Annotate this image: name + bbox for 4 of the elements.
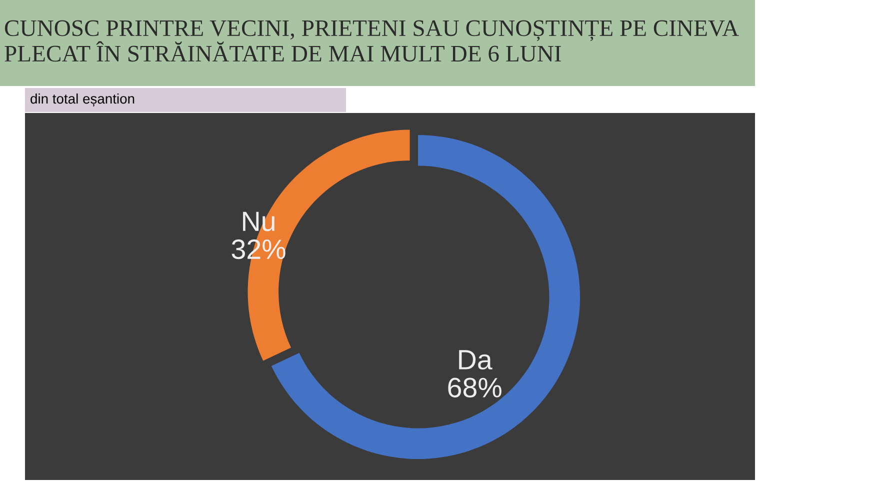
chart-title: CUNOSC PRINTRE VECINI, PRIETENI SAU CUNOȘTINȚE PE CINEVA PLECAT ÎN STRĂINĂTATE DE MAI MULT DE 6 LUNI bbox=[4, 20, 739, 62]
data-label: 68% bbox=[448, 378, 502, 398]
slice-label: Da bbox=[459, 350, 492, 370]
text: din total eșantion bbox=[30, 93, 134, 107]
